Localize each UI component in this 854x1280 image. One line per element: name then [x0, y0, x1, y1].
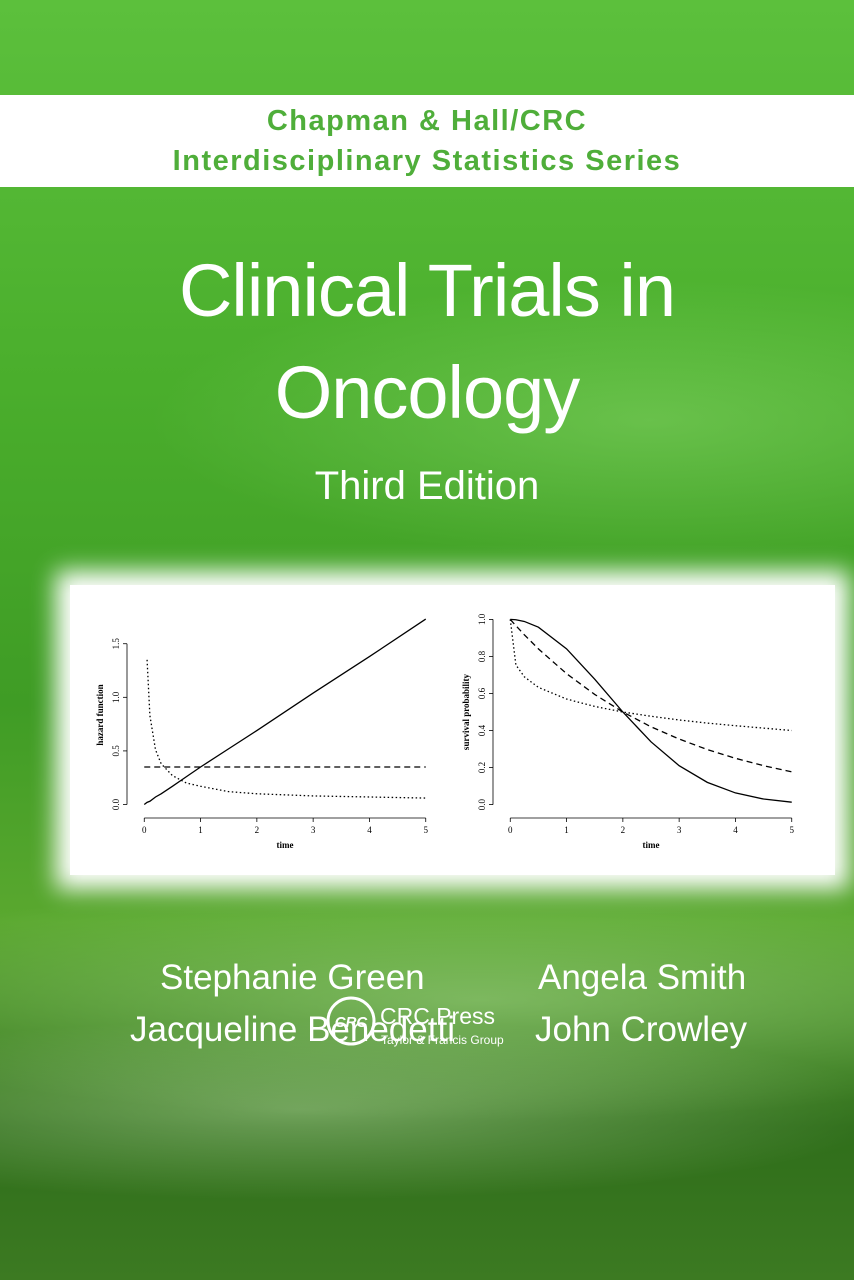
- x-tick-label: 3: [677, 825, 682, 835]
- y-tick-label: 0.4: [477, 724, 487, 736]
- x-axis-label: time: [643, 840, 660, 850]
- publisher-name: CRC Press: [380, 1003, 496, 1029]
- x-tick-label: 3: [311, 825, 316, 835]
- author: Jacqueline Benedetti: [130, 1010, 455, 1049]
- y-tick-label: 1.0: [111, 691, 121, 703]
- series-line: [509, 618, 792, 773]
- x-tick-label: 2: [255, 825, 260, 835]
- x-tick-label: 0: [508, 825, 513, 835]
- x-tick-label: 4: [367, 825, 372, 835]
- y-axis-label: hazard function: [95, 684, 105, 745]
- book-title: Clinical Trials in: [178, 249, 676, 332]
- y-tick-label: 0.2: [477, 762, 487, 773]
- series-line: [143, 618, 427, 806]
- series-line: [146, 659, 426, 799]
- y-tick-label: 0.0: [111, 798, 121, 810]
- publisher-logo: CRC: [326, 996, 376, 1046]
- x-tick-label: 5: [789, 825, 794, 835]
- edition: Third Edition: [314, 464, 540, 508]
- figure-panel: [70, 585, 835, 875]
- x-tick-label: 1: [198, 825, 203, 835]
- book-title: Oncology: [274, 351, 581, 434]
- x-tick-label: 1: [564, 825, 569, 835]
- series-line: [509, 619, 792, 732]
- y-tick-label: 0.6: [477, 687, 487, 699]
- y-axis-label: survival probability: [461, 673, 471, 750]
- series-line: [510, 618, 792, 803]
- y-tick-label: 0.5: [111, 745, 121, 757]
- logo-text: CRC: [335, 1014, 369, 1031]
- x-tick-label: 0: [142, 825, 147, 835]
- x-tick-label: 2: [621, 825, 626, 835]
- y-tick-label: 1.5: [111, 638, 121, 650]
- x-axis-label: time: [277, 840, 294, 850]
- x-tick-label: 4: [733, 825, 738, 835]
- logo-ring: [326, 996, 376, 1046]
- author: Angela Smith: [538, 958, 747, 997]
- y-tick-label: 0.0: [477, 798, 487, 810]
- x-tick-label: 5: [423, 825, 428, 835]
- series-banner: Chapman & Hall/CRC Interdisciplinary Sta…: [0, 95, 854, 187]
- author: John Crowley: [535, 1010, 748, 1049]
- author: Stephanie Green: [160, 958, 425, 997]
- publisher-group: Taylor & Francis Group: [381, 1033, 504, 1047]
- series-line: Interdisciplinary Statistics Series: [172, 145, 682, 177]
- y-tick-label: 1.0: [477, 613, 487, 625]
- y-tick-label: 0.8: [477, 650, 487, 662]
- series-line: Chapman & Hall/CRC: [266, 105, 588, 137]
